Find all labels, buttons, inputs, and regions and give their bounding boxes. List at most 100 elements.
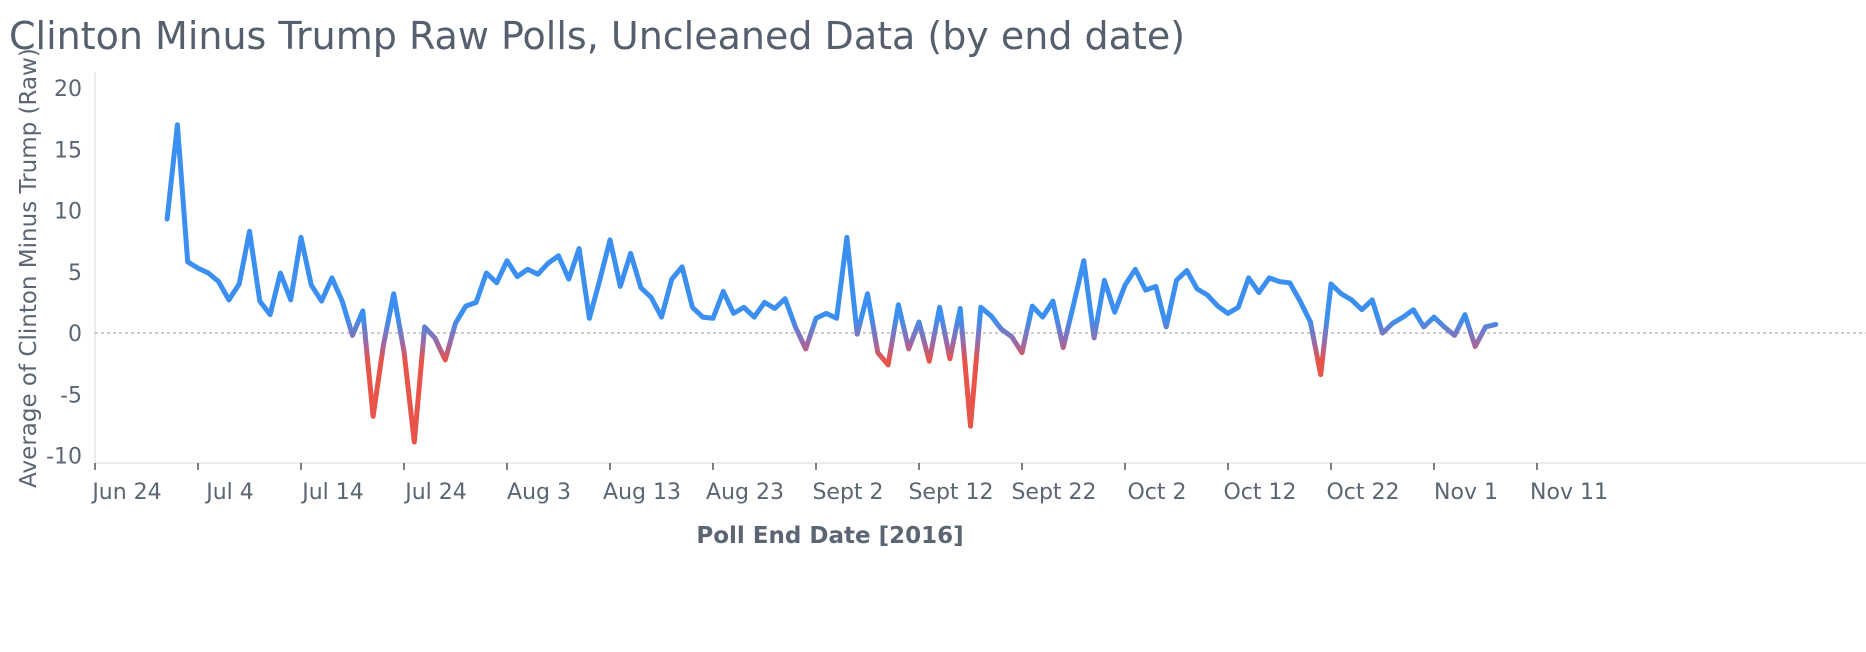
data-point[interactable]: [1215, 303, 1221, 309]
data-point[interactable]: [1369, 297, 1375, 303]
data-point[interactable]: [370, 413, 376, 419]
data-point[interactable]: [844, 234, 850, 240]
data-point[interactable]: [1060, 345, 1066, 351]
data-point[interactable]: [195, 265, 201, 271]
data-point[interactable]: [329, 275, 335, 281]
data-point[interactable]: [1132, 266, 1138, 272]
data-point[interactable]: [453, 320, 459, 326]
data-point[interactable]: [1287, 280, 1293, 286]
data-point[interactable]: [339, 298, 345, 304]
data-point[interactable]: [1101, 277, 1107, 283]
data-point[interactable]: [669, 276, 675, 282]
data-point[interactable]: [401, 348, 407, 354]
data-point[interactable]: [751, 314, 757, 320]
data-point[interactable]: [185, 259, 191, 265]
data-point[interactable]: [1081, 258, 1087, 264]
data-point[interactable]: [988, 313, 994, 319]
data-point[interactable]: [1441, 324, 1447, 330]
data-point[interactable]: [1472, 344, 1478, 350]
data-point[interactable]: [978, 304, 984, 310]
data-point[interactable]: [483, 270, 489, 276]
data-point[interactable]: [720, 288, 726, 294]
data-point[interactable]: [731, 310, 737, 316]
data-point[interactable]: [205, 270, 211, 276]
data-point[interactable]: [875, 350, 881, 356]
data-point[interactable]: [380, 342, 386, 348]
data-point[interactable]: [792, 324, 798, 330]
data-point[interactable]: [638, 285, 644, 291]
data-point[interactable]: [679, 264, 685, 270]
data-point[interactable]: [1071, 302, 1077, 308]
data-point[interactable]: [689, 304, 695, 310]
data-point[interactable]: [1421, 324, 1427, 330]
data-point[interactable]: [741, 304, 747, 310]
data-point[interactable]: [1091, 335, 1097, 341]
data-point[interactable]: [247, 228, 253, 234]
data-point[interactable]: [1390, 320, 1396, 326]
data-point[interactable]: [576, 246, 582, 252]
data-point[interactable]: [422, 324, 428, 330]
data-point[interactable]: [1009, 334, 1015, 340]
data-point[interactable]: [659, 314, 665, 320]
data-point[interactable]: [216, 279, 222, 285]
data-point[interactable]: [823, 310, 829, 316]
data-point[interactable]: [1277, 279, 1283, 285]
data-point[interactable]: [586, 315, 592, 321]
data-point[interactable]: [1040, 314, 1046, 320]
data-point[interactable]: [1462, 312, 1468, 318]
data-point[interactable]: [1410, 307, 1416, 313]
data-point[interactable]: [834, 315, 840, 321]
data-point[interactable]: [277, 270, 283, 276]
data-point[interactable]: [1153, 283, 1159, 289]
data-point[interactable]: [1349, 297, 1355, 303]
data-point[interactable]: [308, 282, 314, 288]
data-point[interactable]: [916, 319, 922, 325]
data-point[interactable]: [442, 357, 448, 363]
data-point[interactable]: [1493, 321, 1499, 327]
data-point[interactable]: [1184, 268, 1190, 274]
data-point[interactable]: [1019, 350, 1025, 356]
data-point[interactable]: [473, 299, 479, 305]
data-point[interactable]: [1225, 310, 1231, 316]
data-point[interactable]: [782, 296, 788, 302]
data-point[interactable]: [813, 315, 819, 321]
data-point[interactable]: [1452, 332, 1458, 338]
data-point[interactable]: [1338, 291, 1344, 297]
data-point[interactable]: [525, 266, 531, 272]
data-point[interactable]: [566, 276, 572, 282]
data-point[interactable]: [319, 298, 325, 304]
data-point[interactable]: [648, 295, 654, 301]
data-point[interactable]: [1194, 286, 1200, 292]
data-point[interactable]: [762, 299, 768, 305]
data-point[interactable]: [236, 281, 242, 287]
data-point[interactable]: [556, 253, 562, 259]
data-point[interactable]: [545, 260, 551, 266]
data-point[interactable]: [267, 312, 273, 318]
data-point[interactable]: [772, 306, 778, 312]
data-point[interactable]: [906, 346, 912, 352]
data-point[interactable]: [174, 122, 180, 128]
data-point[interactable]: [628, 250, 634, 256]
data-point[interactable]: [895, 302, 901, 308]
data-point[interactable]: [607, 237, 613, 243]
data-point[interactable]: [494, 280, 500, 286]
data-point[interactable]: [257, 298, 263, 304]
data-point[interactable]: [597, 277, 603, 283]
data-point[interactable]: [1328, 281, 1334, 287]
data-point[interactable]: [710, 315, 716, 321]
data-point[interactable]: [1050, 298, 1056, 304]
data-point[interactable]: [391, 291, 397, 297]
data-point[interactable]: [1246, 275, 1252, 281]
data-point[interactable]: [937, 304, 943, 310]
data-point[interactable]: [1143, 287, 1149, 293]
data-point[interactable]: [700, 314, 706, 320]
data-point[interactable]: [1122, 282, 1128, 288]
data-point[interactable]: [350, 332, 356, 338]
data-point[interactable]: [1431, 314, 1437, 320]
data-point[interactable]: [514, 274, 520, 280]
data-point[interactable]: [926, 358, 932, 364]
data-point[interactable]: [1235, 304, 1241, 310]
data-point[interactable]: [1256, 290, 1262, 296]
data-point[interactable]: [1318, 372, 1324, 378]
data-point[interactable]: [288, 297, 294, 303]
